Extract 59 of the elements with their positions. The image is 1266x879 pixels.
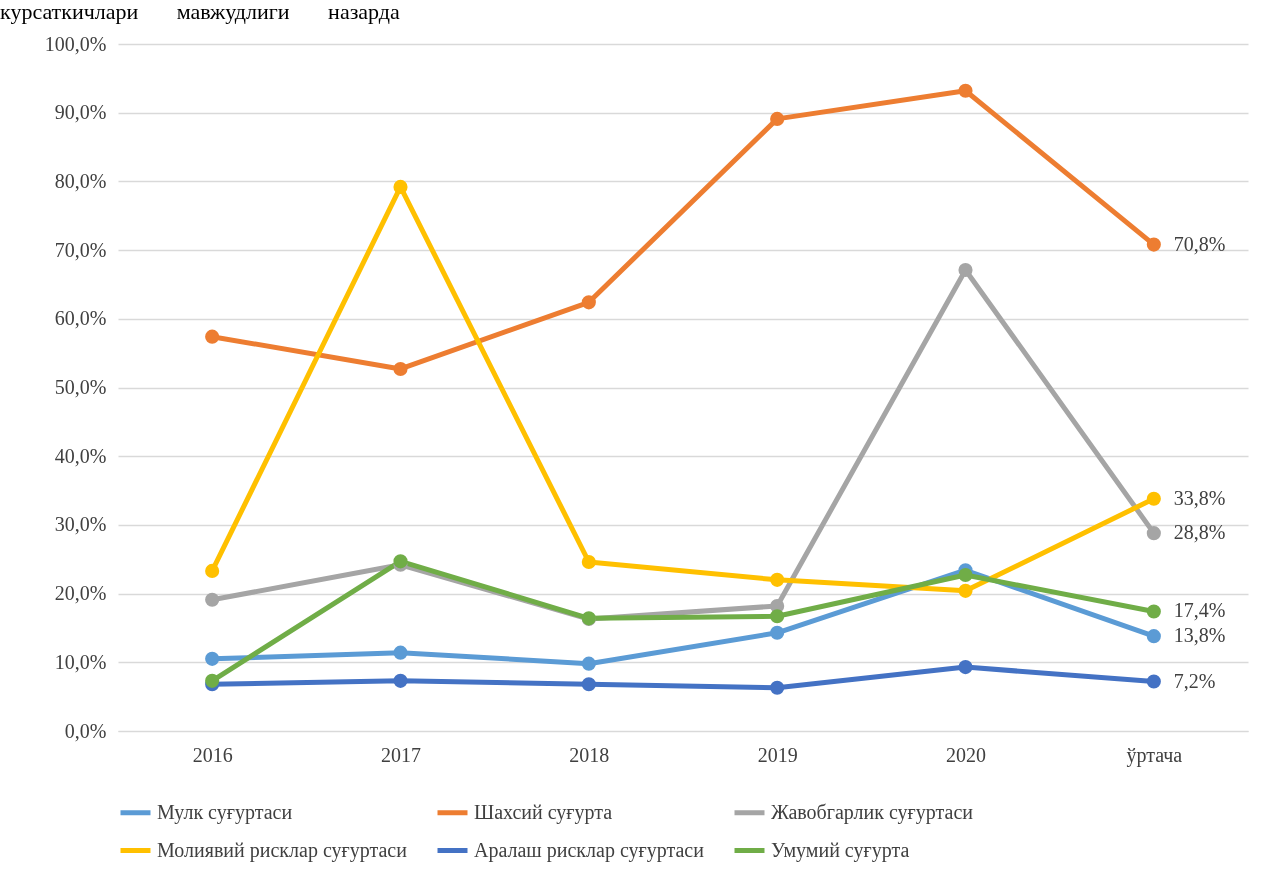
point xyxy=(958,262,973,278)
y-tick-label: 70,0% xyxy=(54,238,107,261)
legend-label: Умумий суғурта xyxy=(771,838,910,862)
data-label: 13,8% xyxy=(1173,624,1226,647)
point xyxy=(1146,674,1161,689)
x-tick-label: 2017 xyxy=(381,743,421,766)
x-tick-label: ўртача xyxy=(1126,743,1183,767)
point xyxy=(770,609,785,624)
x-tick-label: 2020 xyxy=(946,743,986,766)
point xyxy=(1146,526,1161,541)
y-tick-label: 10,0% xyxy=(54,650,107,673)
point xyxy=(205,592,220,607)
point xyxy=(393,645,408,660)
point xyxy=(770,680,785,695)
point xyxy=(770,572,785,587)
x-tick-label: 2019 xyxy=(757,743,798,766)
point xyxy=(958,660,973,675)
y-tick-label: 50,0% xyxy=(54,376,107,398)
point xyxy=(581,554,596,570)
data-label: 7,2% xyxy=(1173,669,1216,692)
y-tick-label: 80,0% xyxy=(54,169,107,192)
y-tick-label: 60,0% xyxy=(54,307,107,330)
point xyxy=(1146,491,1161,506)
point xyxy=(958,83,973,98)
point xyxy=(581,656,596,671)
point xyxy=(770,625,785,640)
legend-label: Аралаш рисклар суғуртаси xyxy=(474,838,705,862)
point xyxy=(581,677,596,692)
point xyxy=(1146,604,1161,619)
text: курсаткичлари мавжудлиги назарда xyxy=(0,0,400,24)
y-tick-label: 30,0% xyxy=(54,513,107,536)
point xyxy=(393,179,408,194)
point xyxy=(1146,237,1161,252)
point xyxy=(205,673,220,688)
point xyxy=(958,583,973,598)
x-tick-label: 2018 xyxy=(569,743,610,766)
data-label: 70,8% xyxy=(1173,232,1226,255)
point xyxy=(1146,629,1161,644)
point xyxy=(205,329,220,344)
point xyxy=(770,111,785,126)
point xyxy=(581,295,596,310)
point xyxy=(393,673,408,688)
point xyxy=(958,567,973,583)
y-tick-label: 100,0% xyxy=(44,32,107,55)
point xyxy=(205,563,220,578)
point xyxy=(205,651,220,666)
x-tick-label: 2016 xyxy=(192,743,233,766)
y-tick-label: 40,0% xyxy=(54,444,107,467)
legend-label: Шахсий суғурта xyxy=(474,800,613,824)
legend-label: Жавобгарлик суғуртаси xyxy=(771,800,974,824)
legend-label: Мулк суғуртаси xyxy=(157,800,293,824)
point xyxy=(393,361,408,377)
y-tick-label: 0,0% xyxy=(64,719,107,742)
data-label: 17,4% xyxy=(1173,599,1226,622)
data-label: 28,8% xyxy=(1173,521,1226,544)
y-tick-label: 90,0% xyxy=(54,101,107,124)
data-label: 33,8% xyxy=(1173,486,1226,509)
y-tick-label: 20,0% xyxy=(54,582,107,605)
legend-label: Молиявий рисклар суғуртаси xyxy=(157,838,408,862)
